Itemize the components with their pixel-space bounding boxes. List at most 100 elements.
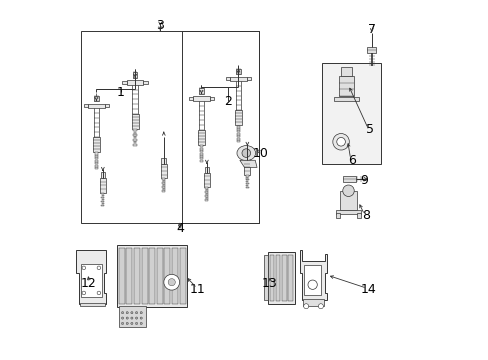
Bar [95,160,98,162]
Text: 9: 9 [360,174,368,186]
Bar [204,167,209,173]
Circle shape [342,185,353,197]
Bar [134,132,136,134]
Bar [246,185,248,186]
Bar [133,134,137,136]
Polygon shape [76,250,106,304]
Bar [133,129,137,131]
Bar [83,104,88,107]
Bar [200,148,202,150]
Text: 5: 5 [365,123,373,136]
Bar [236,140,240,142]
Polygon shape [300,250,326,300]
Bar [236,69,240,75]
Bar [163,180,164,182]
Bar [282,255,286,301]
Bar [188,97,193,100]
Bar [162,190,165,192]
Bar [288,255,292,301]
Bar [102,199,104,200]
Circle shape [97,266,101,270]
Bar [205,189,207,191]
Circle shape [163,274,179,290]
Bar [101,193,104,194]
Bar [246,77,251,80]
Text: 14: 14 [360,283,375,296]
Circle shape [242,149,250,157]
Bar [304,265,321,296]
Circle shape [121,312,123,314]
Text: 4: 4 [176,222,183,235]
Circle shape [336,138,345,146]
Bar [100,178,105,193]
Bar [81,31,258,223]
Bar [302,299,324,306]
Circle shape [307,280,317,289]
Text: 8: 8 [362,210,370,222]
Circle shape [121,322,123,324]
Bar [200,160,203,162]
Bar [102,203,104,204]
Circle shape [332,134,348,150]
Bar [333,96,358,101]
Bar [101,172,105,178]
Ellipse shape [237,145,255,161]
Bar [179,248,185,304]
Bar [133,144,137,146]
Circle shape [131,322,133,324]
Circle shape [135,322,137,324]
Text: 6: 6 [347,154,355,167]
Bar [172,248,178,304]
Bar [236,130,240,132]
Bar [162,179,165,180]
Text: 11: 11 [190,283,205,296]
Bar [321,63,380,164]
Bar [244,154,249,160]
Bar [101,197,104,198]
Bar [237,133,239,135]
Bar [339,191,357,211]
Text: 3: 3 [156,19,164,32]
Bar [267,252,294,304]
Bar [101,204,104,206]
Text: 2: 2 [224,95,232,108]
Bar [340,67,351,76]
Bar [200,150,203,152]
Bar [245,179,248,180]
Circle shape [318,304,323,309]
Bar [149,248,155,304]
Bar [131,114,138,129]
Bar [245,183,248,184]
Text: 7: 7 [367,23,375,36]
Bar [357,213,360,218]
Bar [161,164,166,178]
Bar [163,188,164,190]
Bar [205,199,208,201]
Bar [205,188,208,189]
Circle shape [82,291,85,295]
Bar [117,244,187,307]
Bar [182,31,258,223]
Bar [101,201,104,202]
Bar [164,248,170,304]
Bar [335,213,339,218]
Text: 13: 13 [261,278,277,291]
Bar [95,165,98,167]
Bar [143,81,148,84]
Bar [205,197,207,199]
Bar [236,126,240,128]
Bar [205,195,208,197]
Bar [95,153,98,154]
Bar [203,173,209,187]
Bar [95,167,98,169]
Bar [244,160,250,175]
Circle shape [126,322,128,324]
Circle shape [135,317,137,319]
Circle shape [82,266,85,270]
Bar [198,130,204,145]
Bar [225,77,230,80]
Circle shape [303,304,308,309]
Bar [133,139,137,141]
Bar [134,248,140,304]
Bar [126,248,132,304]
